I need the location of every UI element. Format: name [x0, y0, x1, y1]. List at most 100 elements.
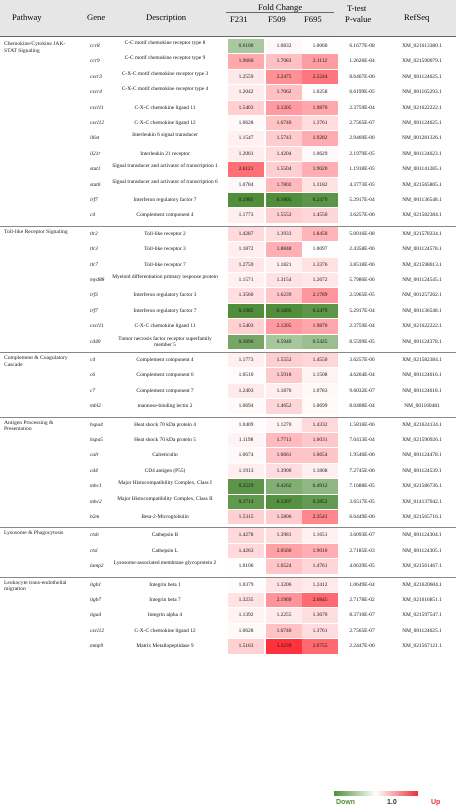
table-row: cxcr4 C-X-C motif chemokine receptor type… [0, 85, 456, 100]
fold-change-f695: 1.9010 [302, 543, 338, 559]
refseq-id: NM_001124578.1 [402, 246, 442, 253]
fold-change-f695: 2.1789 [302, 288, 338, 303]
gene-description: C-C motif chemokine receptor type 8 [124, 40, 206, 46]
gene-description: C-X-C chemokine ligand 11 [134, 323, 196, 330]
fold-change-f231: 0.3696 [228, 334, 264, 349]
fold-change-f695: 0.2479 [302, 193, 338, 208]
fold-change-f509: 1.5918 [266, 368, 302, 383]
fold-change-f509: 2.1205 [266, 319, 302, 334]
refseq-id: XM_021590079.1 [402, 58, 442, 65]
gene-symbol: cxcl12 [90, 120, 105, 126]
refseq-id: XM_021624134.1 [402, 421, 442, 428]
table-row: cxcl12 C-X-C chemokine ligand 12 1.0628 1.6… [0, 116, 456, 131]
table-row: b2m Beta-2-Microglobulin 1.5315 1.5806 2.354… [0, 510, 456, 525]
fold-change-f509: 0.1805 [266, 303, 302, 319]
fold-change-f695: 1.3376 [302, 257, 338, 272]
gene-symbol: tlr2 [90, 230, 98, 237]
gene-symbol: hspa5 [90, 437, 103, 443]
header-f695: F695 [304, 14, 322, 24]
table-row: il21r Interleukin 21 receptor 1.2061 1.4204… [0, 146, 456, 162]
p-value: 2.3759E-04 [349, 323, 375, 330]
gene-description: Beta-2-Microglobulin [141, 514, 189, 520]
fold-change-f509: 1.7062 [266, 85, 302, 100]
fold-change-f695: 1.4550 [302, 208, 338, 223]
gene-symbol: itga4 [90, 612, 102, 619]
fold-change-f231: 0.6100 [228, 39, 264, 54]
fold-change-f695: 1.1651 [302, 528, 338, 543]
fold-change-f231: 1.1872 [228, 242, 264, 257]
fold-change-f231: 1.0510 [228, 368, 264, 383]
fold-change-f509: 0.5940 [266, 334, 302, 349]
gene-description: Interleukin 6 signal transducer [132, 132, 198, 139]
table-header: Pathway Gene Description Fold Change F23… [0, 0, 456, 36]
gene-description: Integrin alpha 4 [147, 612, 183, 619]
fold-change-f509: 1.3900 [266, 463, 302, 479]
p-value: 2.2447E-06 [349, 643, 375, 650]
gene-description: Major Histocompatibility Complex, Class … [117, 495, 213, 502]
fold-change-f695: 2.5244 [302, 69, 338, 85]
table-row: lamp2 Lysosome-associated membrane glycop… [0, 559, 456, 574]
fold-change-f695: 1.8450 [302, 226, 338, 242]
gene-symbol: cxcl12 [90, 627, 105, 634]
fold-change-f695: 1.0097 [302, 242, 338, 257]
fold-change-f509: 0.1805 [266, 193, 302, 208]
p-value: 5.2917E-04 [349, 197, 375, 203]
gene-symbol: stat6 [90, 181, 101, 188]
refseq-id: NM_001124625.1 [402, 73, 442, 80]
gene-description: C-X-C chemokine ligand 11 [134, 104, 196, 111]
fold-change-f509: 1.6740 [266, 623, 302, 639]
fold-change-f231: 0.2714 [228, 494, 264, 509]
table-row: stat6 Signal transducer and activator of … [0, 177, 456, 193]
fold-change-f231: 1.5403 [228, 100, 264, 115]
fold-change-f509: 1.5806 [266, 510, 302, 525]
fold-change-f695: 1.6031 [302, 433, 338, 448]
gene-description: Toll-like receptor 3 [144, 246, 186, 253]
p-value: 6.6199E-05 [349, 89, 375, 96]
fold-change-f695: 1.3182 [302, 177, 338, 192]
table-row: c4 Complement component 4 1.1773 1.5552 1.45… [0, 208, 456, 223]
fold-change-f509: 1.2255 [266, 608, 302, 623]
p-value: 7.0413E-04 [349, 437, 375, 443]
fold-change-f231: 1.4263 [228, 543, 264, 559]
fold-change-f509: 1.5552 [266, 353, 302, 368]
table-row: ccr9 C-C motif chemokine receptor type 9 1… [0, 54, 456, 69]
refseq-id: NM_001160481 [404, 403, 440, 410]
p-value: 2.4358E-06 [349, 246, 375, 253]
fold-change-f509: 1.0832 [266, 39, 302, 54]
fold-change-f231: 1.1773 [228, 353, 264, 368]
refseq-id: NM_001257262.1 [402, 292, 442, 299]
table-row: tlr3 Toll-like receptor 3 1.1872 1.8848 1.00… [0, 242, 456, 257]
section-divider [0, 416, 456, 418]
table-row: c6 Complement component 6 1.0510 1.5918 1.15… [0, 368, 456, 383]
gene-description: Integrin beta 7 [149, 597, 181, 603]
gene-description: Signal transducer and activator of trans… [112, 163, 218, 170]
refseq-id: XM_014137042.1 [402, 498, 442, 505]
color-legend [334, 791, 418, 796]
fold-change-f231: 1.1571 [228, 273, 264, 288]
gene-symbol: itgb1 [90, 581, 102, 588]
table-row: irf7 Interferon regulatory factor 7 0.1985… [0, 303, 456, 319]
fold-change-f509: 1.8848 [266, 242, 302, 257]
fold-change-f509: 0.4262 [266, 479, 302, 494]
fold-change-f695: 1.6654 [302, 448, 338, 463]
gene-symbol: ccr8 [90, 43, 100, 49]
fold-change-f509: 1.4652 [266, 399, 302, 414]
fold-change-f695: 1.4761 [302, 559, 338, 574]
fold-change-f509: 1.1821 [266, 257, 302, 272]
p-value: 8.6467E-06 [349, 73, 375, 80]
gene-description: Interferon regulatory factor 7 [133, 197, 197, 203]
table-row: itgb7 Integrin beta 7 1.3235 2.1969 2.6845 2.… [0, 593, 456, 608]
fold-change-f231: 1.2061 [228, 146, 264, 162]
gene-description: Myeloid differentiation primary response… [112, 274, 218, 280]
fold-change-f695: 2.3541 [302, 510, 338, 525]
header-pvalue: P-value [345, 14, 372, 24]
fold-change-f509: 1.5743 [266, 131, 302, 146]
fold-change-f231: 1.2042 [228, 85, 264, 100]
fold-change-f695: 1.2412 [302, 577, 338, 592]
fold-change-f231: 1.0628 [228, 116, 264, 131]
fold-change-f695: 1.9870 [302, 319, 338, 334]
gene-description: Complement component 6 [136, 372, 194, 379]
fold-change-f509: 1.3981 [266, 528, 302, 543]
fold-change-f509: 1.6661 [266, 448, 302, 463]
gene-symbol: irf3 [90, 292, 98, 299]
